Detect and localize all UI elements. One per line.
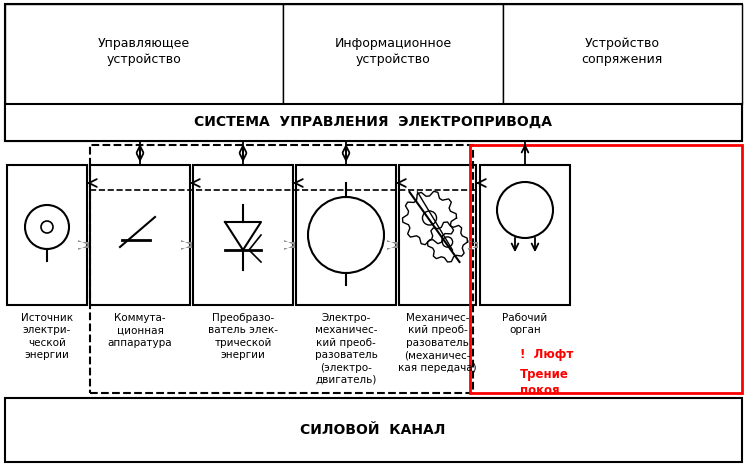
Bar (470, 145, 742, 393)
Bar (283, 4, 503, 104)
Bar (399, 165, 476, 305)
Bar (5, 4, 283, 104)
Text: Трение
покоя: Трение покоя (520, 368, 569, 397)
Text: Механичес-
кий преоб-
разователь
(механичес-
кая передача): Механичес- кий преоб- разователь (механи… (398, 313, 477, 373)
Text: Устройство
сопряжения: Устройство сопряжения (581, 37, 663, 66)
Text: Информационное
устройство: Информационное устройство (335, 37, 452, 66)
Text: СИСТЕМА  УПРАВЛЕНИЯ  ЭЛЕКТРОПРИВОДА: СИСТЕМА УПРАВЛЕНИЯ ЭЛЕКТРОПРИВОДА (194, 115, 552, 129)
Bar (5, 4, 742, 141)
Polygon shape (181, 240, 192, 250)
Polygon shape (284, 240, 295, 250)
Bar (5, 104, 742, 141)
Text: СИЛОВОЙ  КАНАЛ: СИЛОВОЙ КАНАЛ (300, 423, 446, 437)
Bar (503, 4, 742, 104)
Bar (90, 145, 473, 393)
Text: Управляющее
устройство: Управляющее устройство (98, 37, 190, 66)
Text: !  Люфт: ! Люфт (520, 348, 574, 361)
Bar (7, 165, 87, 305)
Bar (480, 165, 570, 305)
Polygon shape (387, 240, 398, 250)
Polygon shape (468, 240, 478, 250)
Bar (90, 165, 190, 305)
Text: Источник
электри-
ческой
энергии: Источник электри- ческой энергии (21, 313, 73, 360)
Bar (193, 165, 293, 305)
Polygon shape (78, 240, 89, 250)
Text: Рабочий
орган: Рабочий орган (503, 313, 548, 335)
Text: Электро-
механичес-
кий преоб-
разователь
(электро-
двигатель): Электро- механичес- кий преоб- разовател… (314, 313, 377, 385)
Bar (296, 165, 396, 305)
Text: Преобразо-
ватель элек-
трической
энергии: Преобразо- ватель элек- трической энерги… (208, 313, 278, 360)
Text: Коммута-
ционная
аппаратура: Коммута- ционная аппаратура (108, 313, 173, 348)
Bar (5, 398, 742, 462)
